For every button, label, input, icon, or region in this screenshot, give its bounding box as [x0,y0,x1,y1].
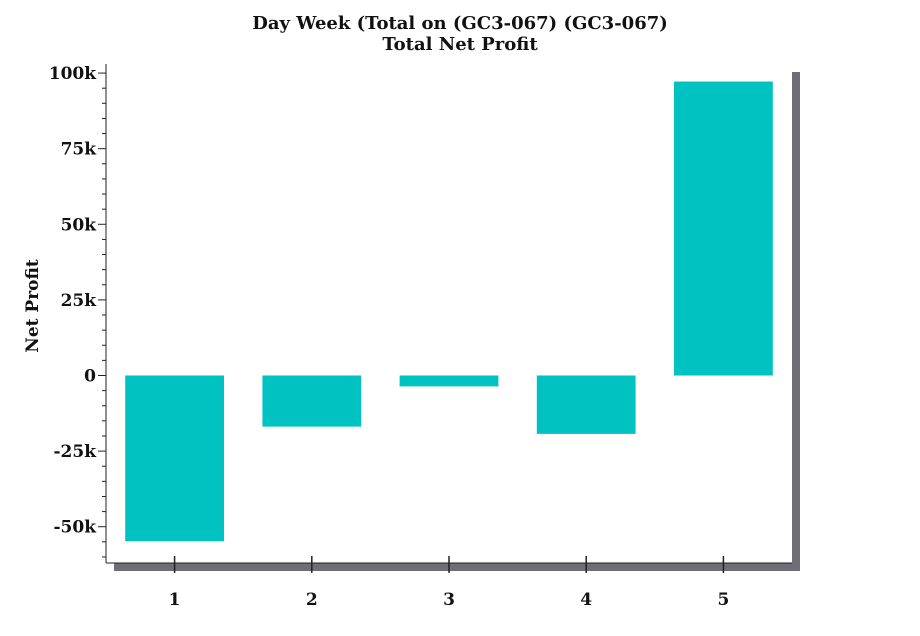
y-tick-label: 100k [49,64,97,84]
bar-4 [536,375,636,434]
bar-5 [674,81,773,376]
x-tick-label: 2 [306,590,318,610]
chart-subtitle: Total Net Profit [382,34,538,55]
bar-2 [262,375,362,427]
x-tick-label: 1 [169,590,181,610]
y-tick-label: 75k [61,140,98,160]
x-tick-label: 4 [580,590,592,610]
y-tick-label: 50k [61,215,98,235]
y-axis: -50k -25k 0 25k 50k 75k 100k [49,64,107,563]
y-tick-label: -50k [54,518,98,538]
bar-1 [125,375,224,542]
y-axis-title: Net Profit [23,259,43,353]
x-tick-label: 3 [443,590,455,610]
x-tick-label: 5 [717,590,729,610]
y-tick-label: -25k [54,442,98,462]
bars-group [125,81,773,542]
x-axis: 1 2 3 4 5 [106,556,792,610]
y-tick-label: 25k [61,291,98,311]
bar-3 [399,375,499,387]
chart-title: Day Week (Total on (GC3-067) (GC3-067) [252,13,668,34]
y-tick-label: 0 [84,367,96,387]
